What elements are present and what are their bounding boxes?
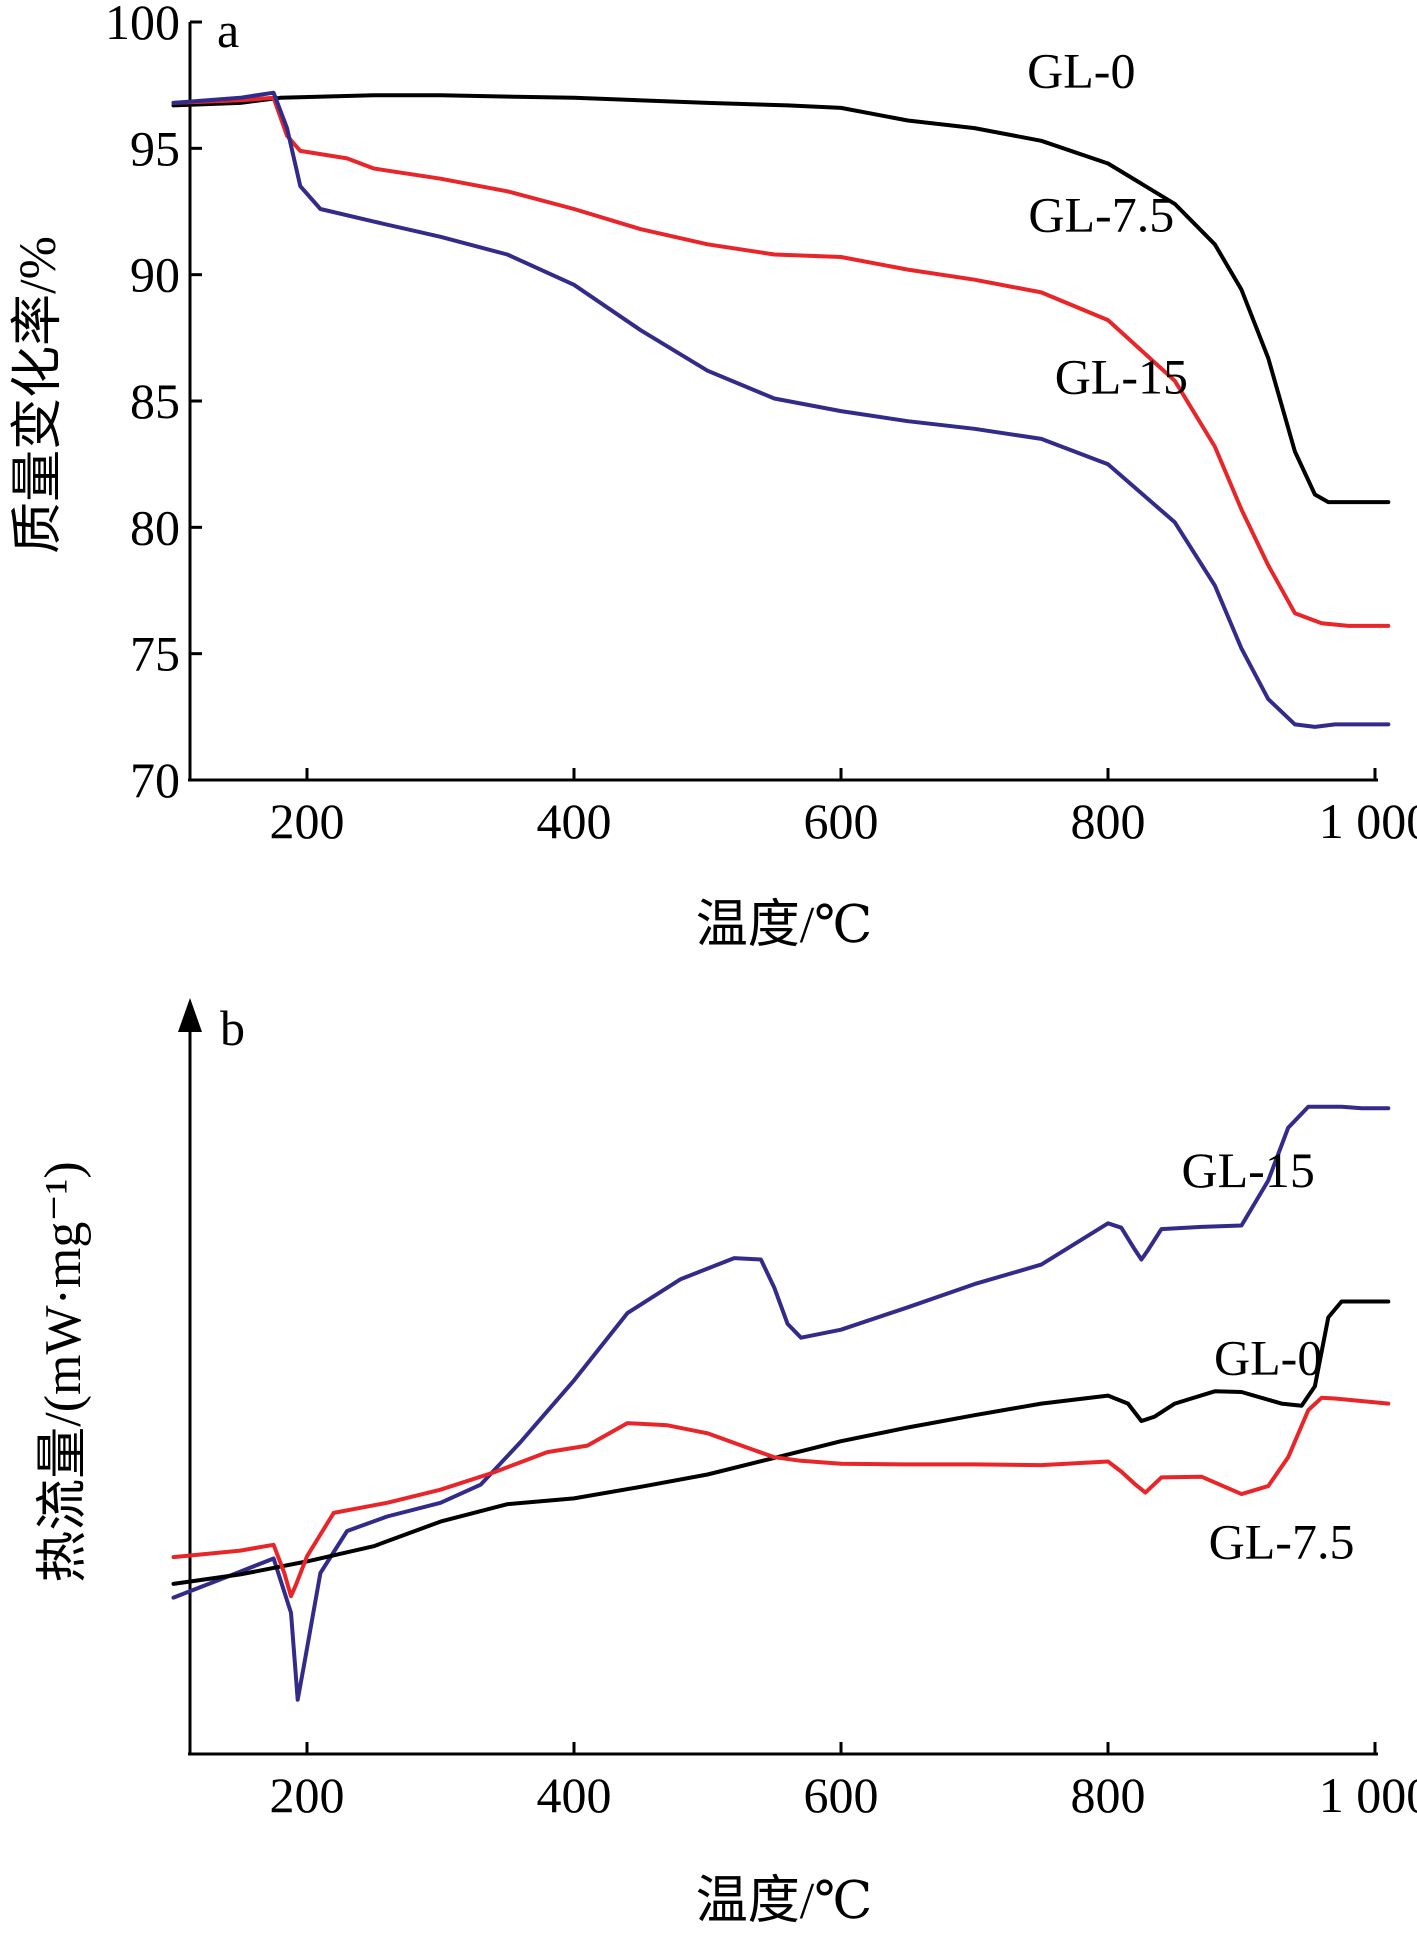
panel-a-series-gl-7-5 — [171, 95, 1391, 628]
panel-a-y-tick-label: 85 — [130, 373, 180, 429]
panel-b-x-ticks: 200 400 600 800 1 000 — [270, 1742, 1417, 1823]
panel-a-y-tick-label: 70 — [130, 752, 180, 808]
panel-b-y-axis-arrow — [178, 998, 202, 1032]
panel-a-y-tick-label: 75 — [130, 626, 180, 682]
panel-a-x-tick-label: 800 — [1071, 793, 1146, 849]
panel-a-y-axis-title: 质量变化率/% — [10, 236, 67, 554]
panel-b-x-tick-label: 400 — [537, 1767, 612, 1823]
panel-b-series-labels: GL-15 GL-0 GL-7.5 — [1182, 1142, 1355, 1569]
panel-b-series-gl-15 — [171, 1104, 1391, 1702]
panel-a-x-tick-label: 400 — [537, 793, 612, 849]
panel-a: a 70 75 80 85 90 95 100 200 400 600 800 1 000 温度/℃… — [10, 0, 1417, 954]
panel-a-x-axis-title: 温度/℃ — [696, 897, 873, 954]
panel-a-y-tick-label: 90 — [130, 247, 180, 303]
panel-a-series-label-gl-7-5: GL-7.5 — [1028, 187, 1174, 243]
panel-b: b 200 400 600 800 1 000 温度/℃ 热流量/(mW·mg⁻¹) G… — [35, 998, 1417, 1930]
panel-a-series-label-gl-15: GL-15 — [1055, 348, 1188, 404]
panel-b-series-gl-0 — [171, 1299, 1391, 1586]
panel-b-series — [171, 1104, 1391, 1702]
panel-a-x-tick-label: 600 — [804, 793, 879, 849]
panel-b-axes — [188, 1030, 1378, 1756]
panel-b-x-tick-label: 800 — [1071, 1767, 1146, 1823]
panel-a-series-label-gl-0: GL-0 — [1027, 43, 1135, 99]
panel-a-series-gl-0 — [171, 93, 1391, 505]
panel-b-label: b — [220, 1000, 245, 1056]
panel-b-x-tick-label: 1 000 — [1319, 1767, 1417, 1823]
panel-b-series-label-gl-7-5: GL-7.5 — [1209, 1514, 1355, 1570]
panel-a-x-tick-label: 1 000 — [1319, 793, 1417, 849]
panel-a-x-ticks: 200 400 600 800 1 000 — [270, 768, 1417, 849]
panel-a-series-labels: GL-0 GL-7.5 GL-15 — [1027, 43, 1188, 405]
panel-b-series-label-gl-0: GL-0 — [1214, 1330, 1322, 1386]
panel-a-label: a — [217, 2, 239, 58]
panel-a-x-tick-label: 200 — [270, 793, 345, 849]
panel-b-y-axis-title: 热流量/(mW·mg⁻¹) — [35, 1161, 92, 1582]
panel-a-series — [171, 90, 1391, 729]
panel-b-x-tick-label: 600 — [804, 1767, 879, 1823]
panel-b-x-tick-label: 200 — [270, 1767, 345, 1823]
panel-a-series-gl-15 — [171, 90, 1391, 729]
panel-a-y-tick-label: 80 — [130, 499, 180, 555]
panel-b-series-gl-7-5 — [171, 1395, 1391, 1599]
panel-a-y-ticks: 70 75 80 85 90 95 100 — [105, 0, 202, 808]
panel-b-series-label-gl-15: GL-15 — [1182, 1142, 1315, 1198]
panel-b-x-axis-title: 温度/℃ — [696, 1873, 873, 1930]
panel-a-y-tick-label: 100 — [105, 0, 180, 50]
panel-a-y-tick-label: 95 — [130, 120, 180, 176]
